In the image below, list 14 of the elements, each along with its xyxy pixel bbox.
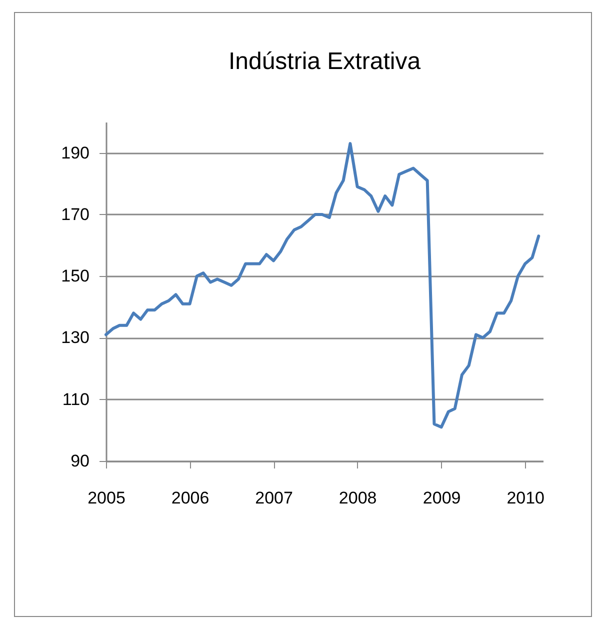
y-tick-label: 150 (61, 266, 90, 286)
y-tick-label: 190 (61, 143, 90, 162)
x-tick-label: 2008 (338, 488, 377, 508)
x-tick-label: 2006 (171, 488, 210, 508)
y-tick-label: 110 (62, 390, 90, 409)
y-tick-label: 170 (61, 204, 90, 224)
x-tick-label: 2007 (255, 488, 293, 508)
x-tick-label: 2010 (506, 488, 545, 508)
chart-title: Indústria Extrativa (228, 48, 422, 75)
line-series (104, 142, 540, 429)
x-tick-label: 2005 (88, 488, 126, 508)
y-tick-label: 130 (61, 328, 90, 348)
x-tick-label: 2009 (422, 488, 461, 508)
y-tick-label: 90 (70, 452, 90, 470)
